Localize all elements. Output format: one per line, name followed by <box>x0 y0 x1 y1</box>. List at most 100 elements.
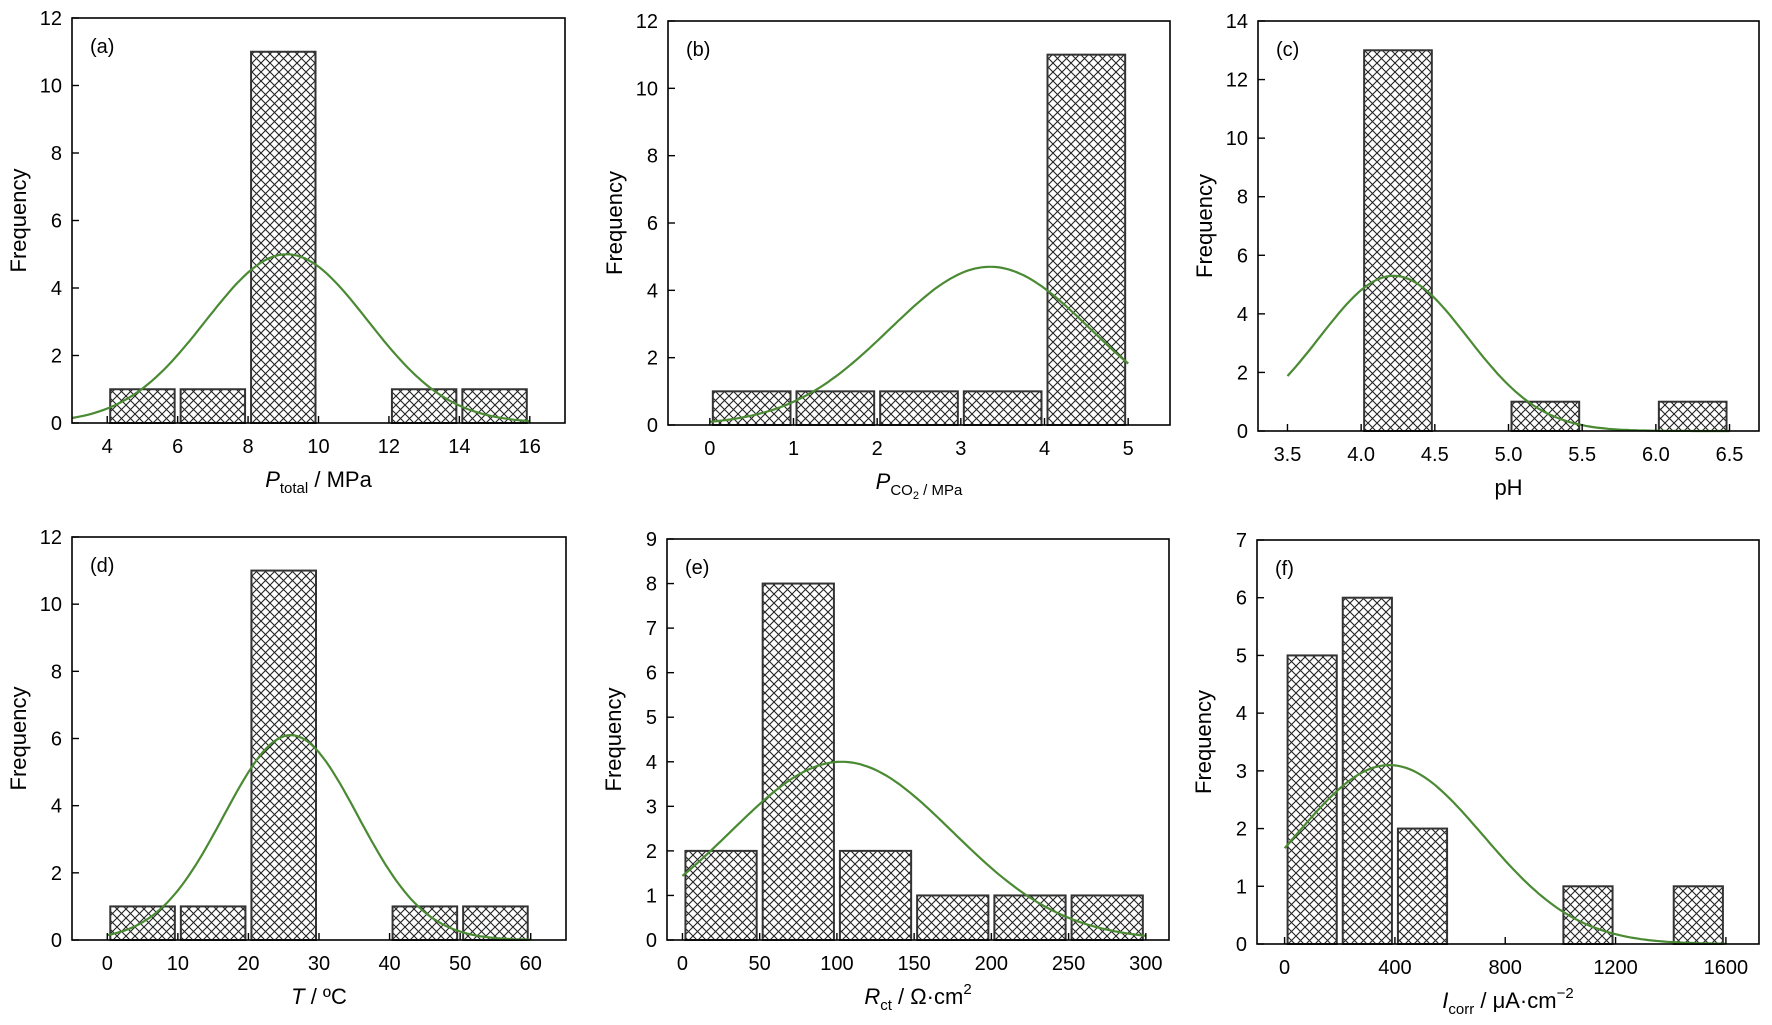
x-tick-label: 4.5 <box>1421 444 1449 466</box>
histogram-bar <box>1070 894 1144 942</box>
panel-c: 0 2 4 6 8 10 12 14 3.5 4.0 4.5 5.0 5.5 6.0 6.5 (c) Frequ… <box>1192 11 1760 500</box>
y-tick-label: 7 <box>646 618 657 640</box>
histogram-bar <box>684 849 758 942</box>
y-tick-label: 2 <box>51 863 62 885</box>
x-tick-label: 20 <box>237 953 259 975</box>
y-tick-label: 4 <box>1236 703 1247 725</box>
x-tick-label: 5 <box>1123 438 1134 460</box>
histogram-bar <box>838 849 913 942</box>
x-tick-label: 16 <box>519 436 541 458</box>
plot-frame <box>71 17 566 424</box>
y-tick-label: 2 <box>647 348 658 370</box>
y-tick-label: 8 <box>51 143 62 165</box>
panel-d: 0 2 4 6 8 10 12 0 10 20 30 40 50 60 (d) Frequency T / ºC <box>6 527 567 1009</box>
y-tick-label: 1 <box>1236 876 1247 898</box>
histogram-bar <box>1363 49 1433 433</box>
y-tick-label: 0 <box>51 930 62 952</box>
x-axis-label: Ptotal / MPa <box>265 467 372 497</box>
x-tick-label: 1 <box>788 438 799 460</box>
x-tick-label: 6.0 <box>1642 444 1670 466</box>
x-tick-label: 100 <box>820 953 853 975</box>
x-tick-label: 0 <box>677 953 688 975</box>
y-tick-label: 4 <box>646 752 657 774</box>
histogram-bar <box>1657 400 1728 433</box>
y-axis-label: Frequency <box>1192 174 1217 278</box>
histogram-bar <box>461 388 528 424</box>
y-tick-label: 0 <box>647 415 658 437</box>
y-tick-label: 8 <box>51 661 62 683</box>
y-tick-label: 6 <box>646 663 657 685</box>
histogram-bar <box>390 388 458 424</box>
x-tick-label: 12 <box>378 436 400 458</box>
x-tick-label: 10 <box>307 436 329 458</box>
x-tick-label: 3.5 <box>1274 444 1302 466</box>
y-tick-label: 10 <box>636 78 658 100</box>
histogram-bar <box>795 390 876 427</box>
x-tick-label: 10 <box>167 953 189 975</box>
x-tick-label: 6 <box>172 436 183 458</box>
histogram-bar <box>1046 53 1127 427</box>
x-tick-label: 14 <box>448 436 470 458</box>
histogram-bar <box>916 894 990 942</box>
y-tick-label: 12 <box>1226 70 1248 92</box>
y-tick-label: 2 <box>646 841 657 863</box>
histogram-bar <box>962 390 1043 427</box>
y-tick-label: 4 <box>51 278 62 300</box>
x-tick-label: 5.5 <box>1568 444 1596 466</box>
histogram-bar <box>993 894 1067 942</box>
panel-label: (b) <box>686 39 710 61</box>
plot-frame <box>1256 539 1760 945</box>
x-tick-label: 0 <box>1279 957 1290 979</box>
x-tick-label: 0 <box>704 438 715 460</box>
histogram-bar <box>1510 400 1581 433</box>
plot-frame <box>1257 20 1760 432</box>
normal-fit-curve <box>709 265 1129 423</box>
x-tick-label: 5.0 <box>1495 444 1523 466</box>
y-tick-label: 12 <box>636 11 658 33</box>
y-tick-label: 5 <box>1236 645 1247 667</box>
y-tick-label: 0 <box>1237 421 1248 443</box>
normal-fit-curve <box>681 760 1146 937</box>
y-tick-label: 2 <box>1236 819 1247 841</box>
histogram-bar <box>879 390 959 427</box>
x-tick-label: 4 <box>1039 438 1050 460</box>
x-tick-label: 0 <box>102 953 113 975</box>
x-tick-label: 400 <box>1378 957 1411 979</box>
y-tick-label: 6 <box>51 211 62 233</box>
y-tick-label: 10 <box>40 594 62 616</box>
x-tick-label: 200 <box>975 953 1008 975</box>
y-tick-label: 2 <box>1237 362 1248 384</box>
y-tick-label: 3 <box>646 796 657 818</box>
histogram-bar <box>1672 885 1724 945</box>
y-tick-label: 5 <box>646 707 657 729</box>
histogram-bar <box>250 569 317 941</box>
panel-label: (d) <box>90 555 114 577</box>
x-tick-label: 150 <box>897 953 930 975</box>
y-tick-label: 10 <box>1226 128 1248 150</box>
x-axis-label: PCO2 / MPa <box>876 469 963 502</box>
x-tick-label: 4 <box>102 436 113 458</box>
panel-a: 0 2 4 6 8 10 12 4 6 8 10 12 14 16 (a) Frequency Ptotal /… <box>6 8 566 497</box>
normal-fit-curve <box>1283 764 1726 945</box>
x-tick-label: 2 <box>872 438 883 460</box>
y-tick-label: 6 <box>1236 588 1247 610</box>
panel-e: 0 1 2 3 4 5 6 7 8 9 0 50 100 150 200 250 300 (e) Frequency… <box>601 529 1170 1014</box>
x-axis-label: T / ºC <box>291 984 347 1009</box>
y-tick-label: 14 <box>1226 11 1248 33</box>
normal-fit-curve <box>71 253 530 423</box>
y-tick-label: 6 <box>647 213 658 235</box>
histogram-bar <box>250 50 317 424</box>
panel-label: (c) <box>1276 39 1299 61</box>
histogram-bar <box>109 388 176 424</box>
y-tick-label: 0 <box>646 930 657 952</box>
x-tick-label: 6.5 <box>1716 444 1744 466</box>
plot-frame <box>666 538 1170 941</box>
y-tick-label: 10 <box>40 76 62 98</box>
x-tick-label: 50 <box>749 953 771 975</box>
x-tick-label: 4.0 <box>1347 444 1375 466</box>
y-tick-label: 8 <box>1237 187 1248 209</box>
normal-fit-curve <box>107 733 531 941</box>
y-tick-label: 4 <box>1237 304 1248 326</box>
x-axis-label: Rct / Ω·cm2 <box>864 981 971 1014</box>
